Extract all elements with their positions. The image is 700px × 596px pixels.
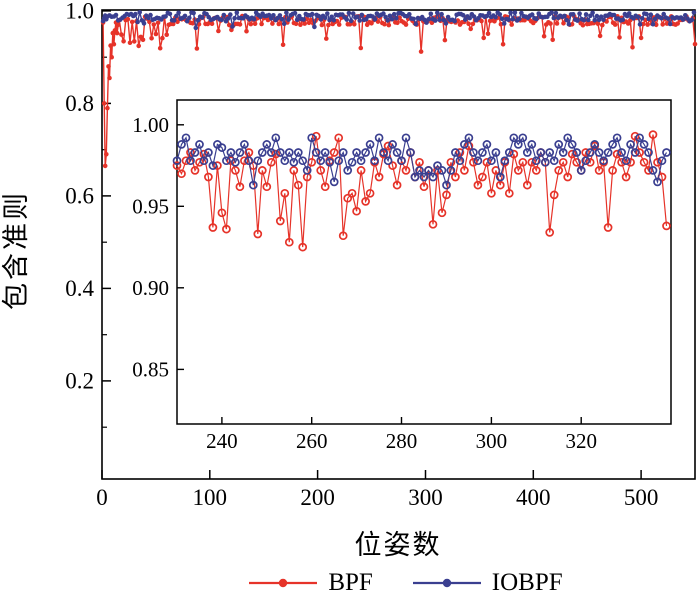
main-y-tick-label: 0.2 bbox=[65, 368, 94, 393]
inset-y-tick-label: 0.85 bbox=[132, 357, 169, 381]
inset-y-tick-label: 1.00 bbox=[132, 113, 169, 137]
main-x-tick-label: 400 bbox=[516, 485, 551, 510]
main-x-tick-label: 200 bbox=[300, 485, 335, 510]
main-x-tick-label: 0 bbox=[96, 485, 108, 510]
main-y-tick-label: 0.6 bbox=[65, 183, 94, 208]
main-frame bbox=[101, 9, 696, 480]
inset-y-tick-label: 0.90 bbox=[132, 276, 169, 300]
iobpf-legend-marker-icon bbox=[442, 578, 451, 587]
main-x-tick-label: 300 bbox=[408, 485, 443, 510]
main-x-tick-label: 100 bbox=[193, 485, 228, 510]
main-y-tick-label: 0.8 bbox=[65, 91, 94, 116]
inset-y-tick-label: 0.95 bbox=[132, 194, 169, 218]
inset-x-tick-label: 280 bbox=[386, 429, 418, 453]
legend-item-iobpf: IOBPF bbox=[411, 570, 563, 595]
iobpf-main-markers bbox=[100, 10, 697, 31]
inset-x-tick-label: 240 bbox=[206, 429, 238, 453]
iobpf-legend-label: IOBPF bbox=[491, 569, 563, 596]
inset-x-tick-label: 320 bbox=[565, 429, 597, 453]
main-x-tick-label: 500 bbox=[624, 485, 659, 510]
iobpf-inset-markers bbox=[172, 133, 671, 190]
inset-x-tick-label: 300 bbox=[476, 429, 508, 453]
legend-item-bpf: BPF bbox=[247, 569, 373, 596]
iobpf-legend-swatch bbox=[412, 578, 481, 587]
bpf-legend-swatch bbox=[249, 578, 318, 587]
y-axis-title: 包含准则 bbox=[1, 190, 31, 310]
inset-x-tick-label: 260 bbox=[296, 429, 328, 453]
bpf-legend-label: BPF bbox=[328, 569, 373, 596]
main-y-tick-label: 1.0 bbox=[65, 0, 94, 23]
x-axis-title: 位姿数 bbox=[354, 530, 442, 560]
main-y-tick-label: 0.4 bbox=[65, 276, 94, 301]
legend: BPF IOBPF bbox=[110, 570, 700, 595]
bpf-legend-marker-icon bbox=[279, 578, 288, 587]
